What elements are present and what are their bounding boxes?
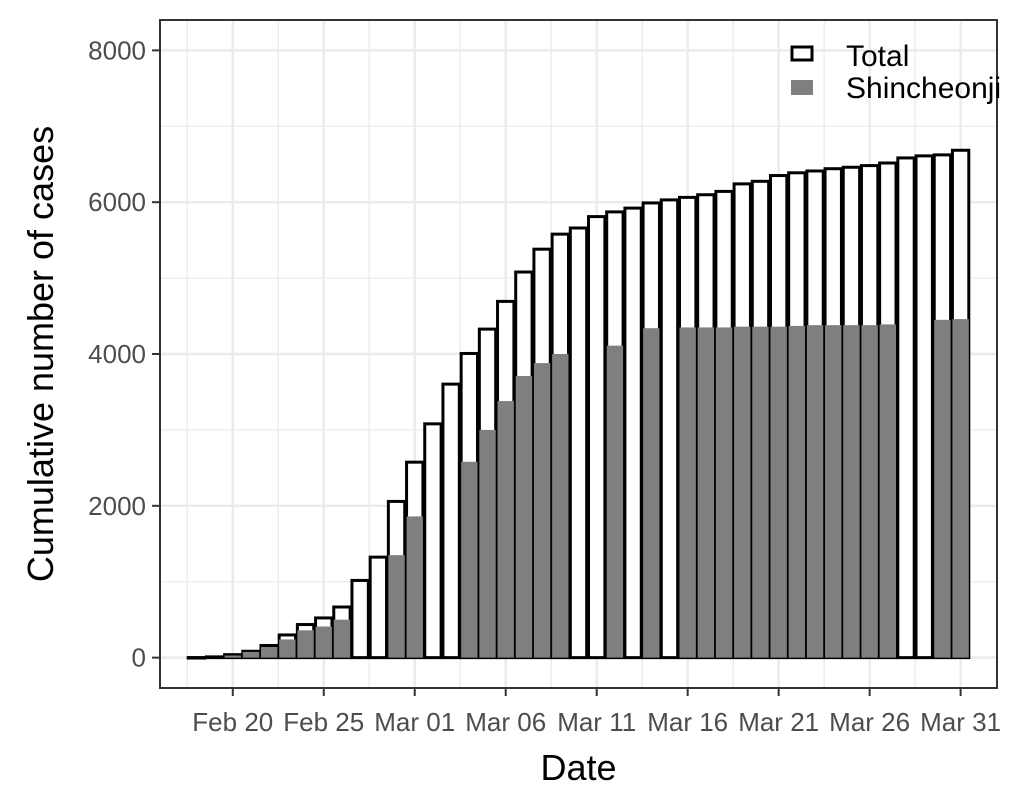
bar-shincheonji [461, 461, 478, 658]
x-tick-label: Mar 31 [920, 707, 1001, 737]
bar-shincheonji [533, 363, 551, 658]
x-tick-label: Feb 25 [283, 707, 364, 737]
bar-shincheonji [224, 655, 241, 658]
bar-shincheonji [643, 328, 660, 658]
bar-shincheonji [315, 626, 332, 658]
bar-shincheonji [734, 326, 751, 658]
bar-shincheonji [715, 327, 733, 658]
bar-shincheonji [515, 376, 533, 658]
bar-shincheonji [552, 354, 569, 658]
x-tick-label: Mar 21 [738, 707, 819, 737]
bar-shincheonji [825, 325, 842, 658]
bar-shincheonji [333, 619, 351, 658]
bar-total [568, 226, 589, 660]
bar-total [659, 198, 680, 660]
bar-total [350, 578, 370, 660]
bar-shincheonji [679, 327, 696, 658]
x-tick-label: Mar 26 [829, 707, 910, 737]
bar-total [623, 206, 643, 660]
bar-total [368, 555, 389, 660]
x-tick-label: Mar 11 [557, 707, 636, 737]
y-tick-label: 8000 [88, 35, 146, 65]
shincheonji-bars [224, 319, 969, 658]
bar-shincheonji [297, 630, 314, 658]
y-axis-title: Cumulative number of cases [20, 126, 61, 582]
bar-total [914, 154, 934, 660]
x-tick-label: Mar 06 [465, 707, 546, 737]
y-tick-label: 0 [132, 643, 146, 673]
legend-label-total: Total [846, 40, 909, 73]
legend-key-shincheonji [791, 80, 813, 95]
bar-total [423, 422, 443, 660]
bar-shincheonji [752, 326, 769, 658]
x-axis: Feb 20 Feb 25 Mar 01 Mar 06 Mar 11 Mar 16 Mar … [192, 688, 1001, 737]
bar-shincheonji [843, 325, 860, 658]
bar-shincheonji [952, 319, 969, 658]
bar-shincheonji [934, 319, 951, 658]
x-tick-label: Mar 16 [647, 707, 728, 737]
bar-shincheonji [479, 429, 496, 658]
x-axis-title: Date [540, 747, 616, 788]
y-tick-label: 2000 [88, 491, 146, 521]
bar-shincheonji [606, 345, 624, 658]
bar-shincheonji [242, 651, 260, 658]
legend-key-total [790, 45, 814, 62]
bar-shincheonji [279, 639, 296, 658]
bar-shincheonji [861, 325, 878, 658]
bar-shincheonji [497, 401, 514, 658]
bar-shincheonji [770, 326, 787, 658]
legend-label-shincheonji: Shincheonji [846, 72, 1001, 105]
bar-shincheonji [260, 647, 278, 658]
bar-shincheonji [406, 516, 423, 658]
x-tick-label: Mar 01 [374, 707, 455, 737]
bar-shincheonji [697, 327, 715, 658]
x-tick-label: Feb 20 [192, 707, 273, 737]
y-axis: 0 2000 4000 6000 8000 [88, 35, 160, 673]
bar-total [186, 656, 207, 660]
bar-shincheonji [879, 324, 897, 658]
bar-total [441, 382, 461, 660]
legend: Total Shincheonji [790, 40, 1001, 105]
bar-shincheonji [788, 325, 806, 658]
bar-shincheonji [388, 555, 405, 658]
bar-total [587, 215, 607, 660]
bar-total [896, 156, 916, 660]
y-tick-label: 4000 [88, 339, 146, 369]
bar-total [204, 655, 225, 660]
y-tick-label: 6000 [88, 187, 146, 217]
bar-shincheonji [806, 325, 824, 658]
